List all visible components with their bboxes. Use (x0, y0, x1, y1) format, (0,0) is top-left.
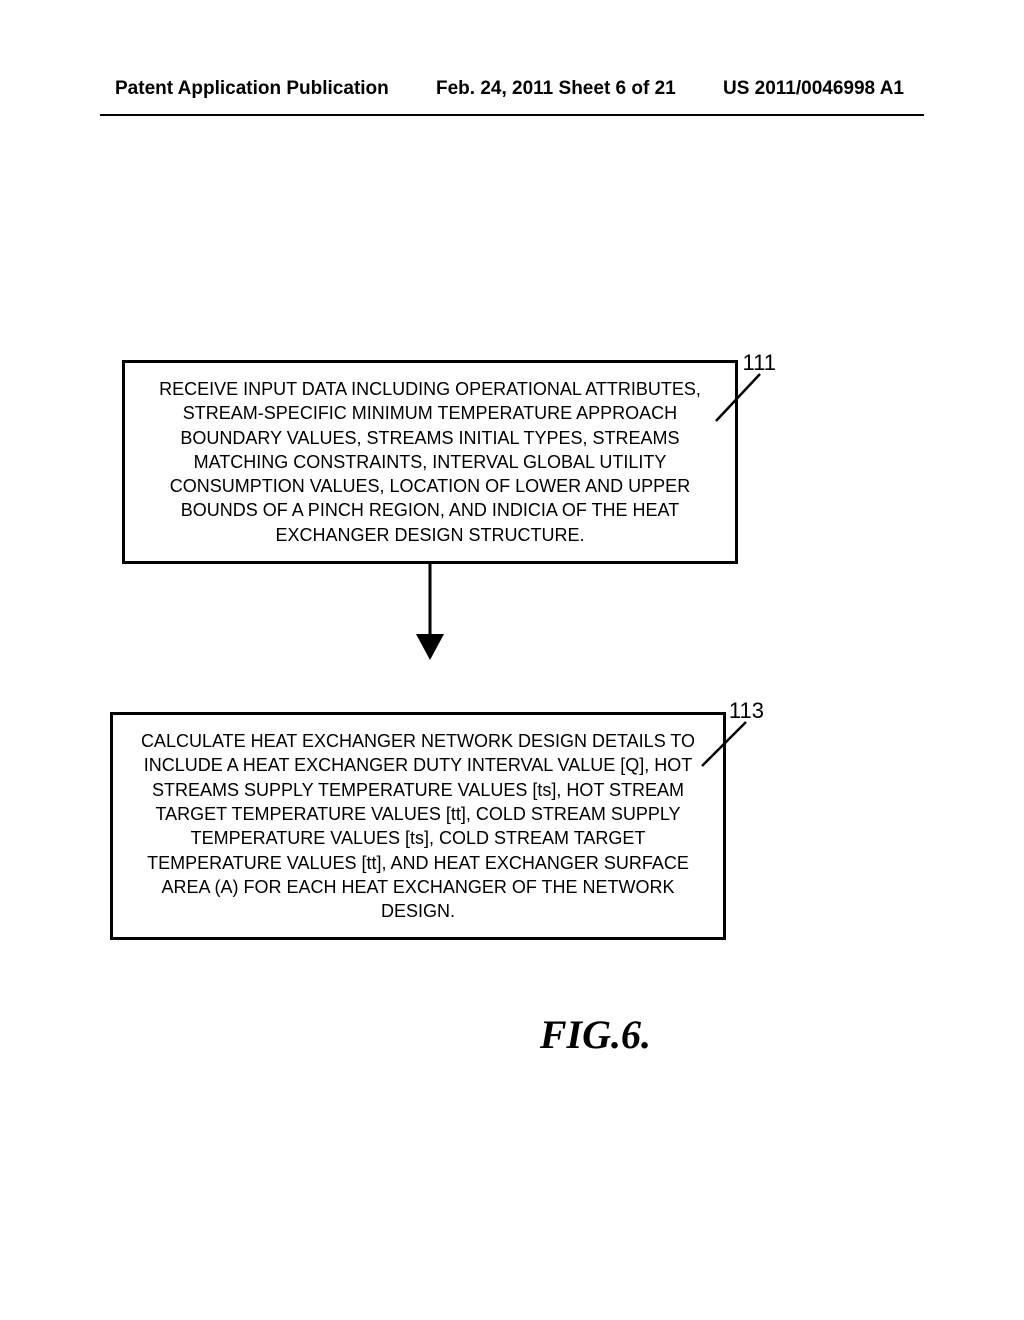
arrow-shaft (429, 564, 432, 642)
figure-number-label: FIG.6. (540, 1011, 651, 1058)
flowchart-arrow (122, 564, 738, 664)
flowchart-box-2-wrapper: 113 CALCULATE HEAT EXCHANGER NETWORK DES… (110, 712, 726, 940)
callout-line-111 (698, 366, 768, 426)
flowchart-box-1-wrapper: 111 RECEIVE INPUT DATA INCLUDING OPERATI… (122, 360, 738, 564)
flowchart-box-2: CALCULATE HEAT EXCHANGER NETWORK DESIGN … (110, 712, 726, 940)
header-patent-number: US 2011/0046998 A1 (723, 78, 904, 100)
callout-line-113 (684, 716, 754, 771)
arrow-head-icon (416, 634, 444, 660)
header-publication-title: Patent Application Publication (115, 78, 389, 100)
flowchart-box-1: RECEIVE INPUT DATA INCLUDING OPERATIONAL… (122, 360, 738, 564)
header-date-sheet: Feb. 24, 2011 Sheet 6 of 21 (436, 78, 676, 100)
header-divider (100, 114, 924, 116)
flowchart-container: 111 RECEIVE INPUT DATA INCLUDING OPERATI… (110, 300, 914, 940)
page-header: Patent Application Publication Feb. 24, … (0, 78, 1024, 100)
